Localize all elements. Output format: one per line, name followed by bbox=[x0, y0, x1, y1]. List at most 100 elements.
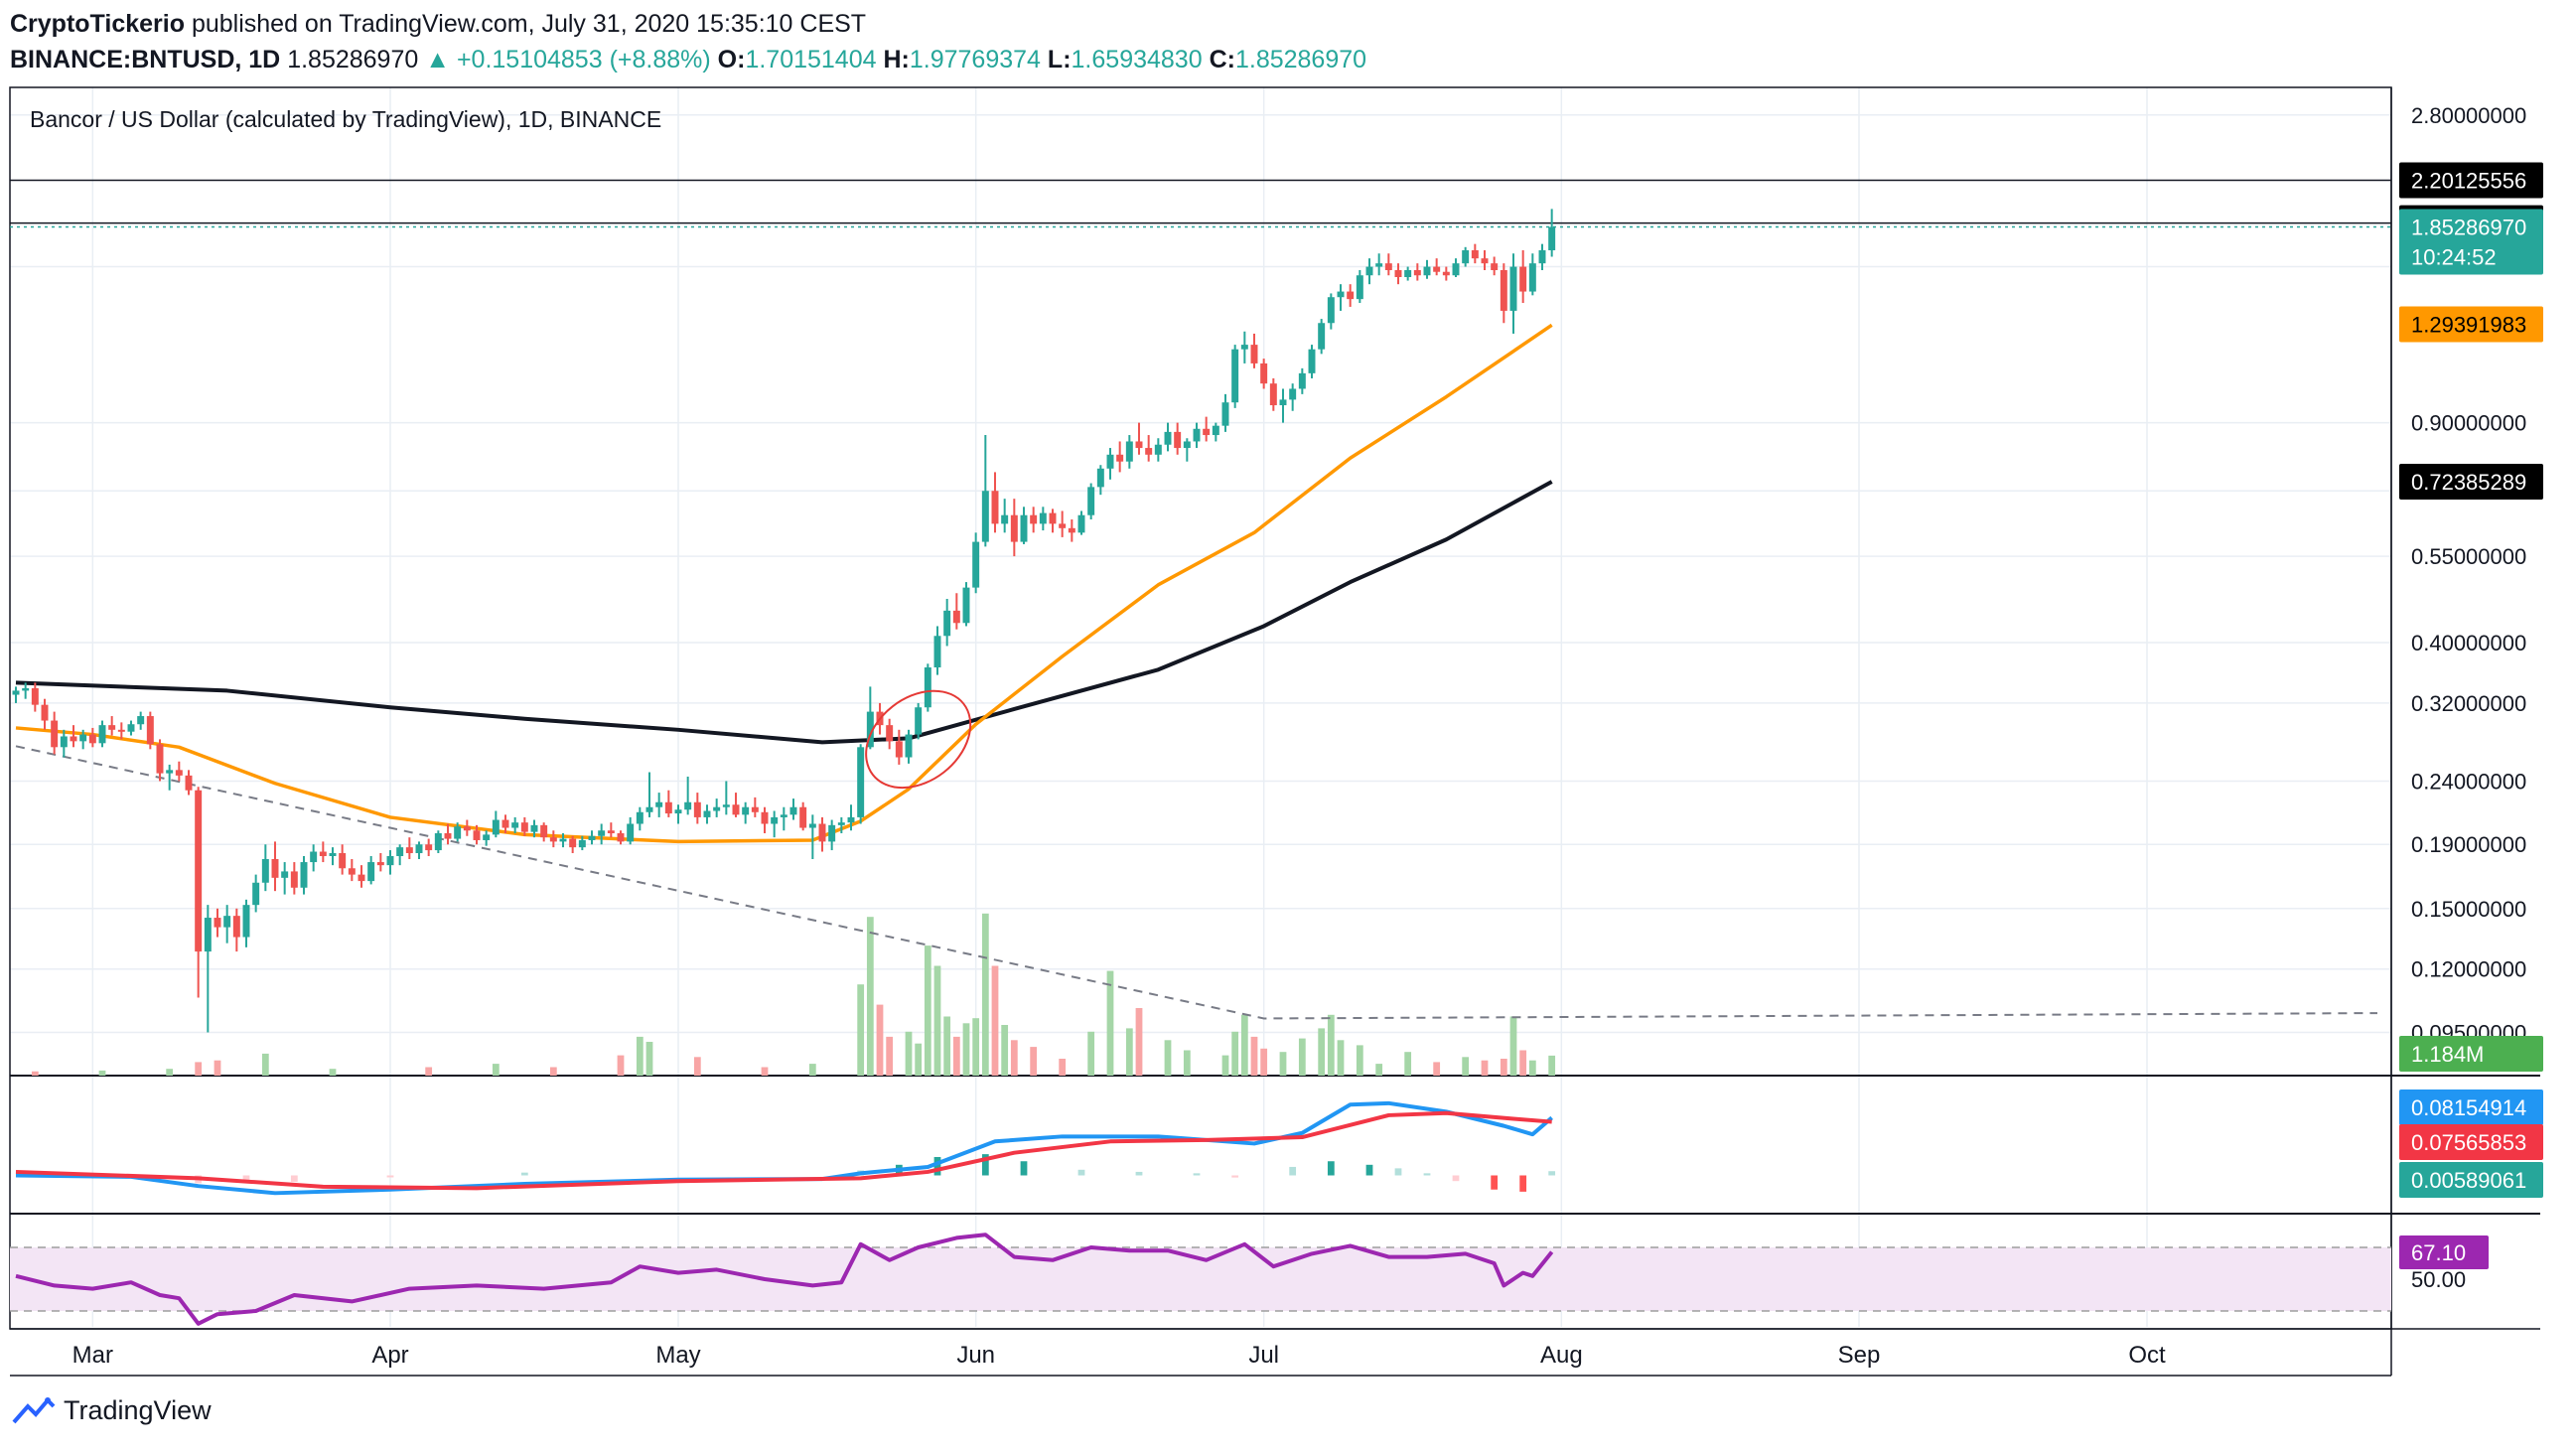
volume-bar bbox=[1404, 1052, 1412, 1076]
candle-body bbox=[1221, 402, 1229, 426]
annotations bbox=[865, 689, 972, 790]
open-value: 1.70151404 bbox=[745, 46, 877, 73]
volume-bar bbox=[98, 1070, 106, 1076]
volume-bar bbox=[924, 945, 931, 1076]
candle-body bbox=[41, 704, 49, 721]
candle-body bbox=[454, 826, 462, 839]
candle-body bbox=[789, 806, 797, 815]
candle-body bbox=[847, 816, 855, 823]
macd-histogram-bar bbox=[1020, 1161, 1028, 1176]
candle-body bbox=[242, 905, 250, 938]
x-tick-label: Jun bbox=[956, 1342, 995, 1369]
high-value: 1.97769374 bbox=[909, 46, 1041, 73]
price-tag-bg bbox=[2399, 306, 2543, 343]
volume-bar bbox=[1001, 1025, 1009, 1076]
candle-body bbox=[1548, 226, 1556, 251]
candle-body bbox=[751, 806, 759, 812]
volume-bar bbox=[195, 1062, 203, 1076]
volume-bar bbox=[636, 1036, 644, 1076]
candle-body bbox=[1347, 291, 1355, 300]
publish-line: CryptoTickerio published on TradingView.… bbox=[10, 6, 1366, 42]
candle-body bbox=[1049, 512, 1057, 524]
candle-body bbox=[559, 838, 567, 842]
volume-bar bbox=[1106, 970, 1114, 1076]
candle-body bbox=[146, 716, 154, 745]
histogram-tag: 0.00589061 bbox=[2399, 1162, 2543, 1198]
tradingview-brand: TradingView bbox=[64, 1395, 212, 1425]
candle-body bbox=[127, 724, 135, 732]
candle-body bbox=[1462, 250, 1470, 264]
low-label: L: bbox=[1047, 46, 1072, 73]
candle-body bbox=[645, 806, 653, 812]
y-tick-label: 0.12000000 bbox=[2411, 957, 2526, 982]
candle-body bbox=[742, 806, 750, 815]
candle-body bbox=[1528, 263, 1536, 292]
price-tag: 1.29391983 bbox=[2399, 306, 2543, 343]
candle-body bbox=[1298, 372, 1306, 389]
tradingview-watermark[interactable]: TradingView bbox=[12, 1395, 212, 1426]
candle-body bbox=[376, 862, 384, 866]
open-label: O: bbox=[717, 46, 746, 73]
candle-body bbox=[79, 734, 87, 742]
candle-body bbox=[271, 859, 279, 878]
candle-body bbox=[358, 874, 365, 882]
volume-bar bbox=[1059, 1059, 1067, 1076]
ohlc-line: BINANCE:BNTUSD, 1D 1.85286970 ▲ +0.15104… bbox=[10, 42, 1366, 77]
publisher-name[interactable]: CryptoTickerio bbox=[10, 10, 185, 38]
price-axis: 2.800000001.600000000.900000000.70000000… bbox=[2399, 103, 2543, 1292]
candle-body bbox=[501, 819, 509, 828]
candle-body bbox=[1384, 263, 1392, 270]
volume-bar bbox=[857, 984, 865, 1076]
candle-body bbox=[1538, 250, 1546, 264]
candle-body bbox=[866, 711, 874, 748]
candle-body bbox=[962, 587, 970, 624]
candle-body bbox=[1145, 448, 1153, 455]
volume-bar bbox=[1183, 1050, 1191, 1076]
candle-body bbox=[204, 918, 212, 952]
candle-body bbox=[905, 734, 913, 758]
candle-body bbox=[991, 491, 999, 524]
candle-body bbox=[22, 687, 30, 691]
volume-bar bbox=[1221, 1055, 1229, 1076]
candle-body bbox=[1318, 323, 1326, 350]
volume-bar bbox=[761, 1067, 769, 1076]
candle-body bbox=[933, 636, 941, 668]
macd-histogram-bar bbox=[1491, 1175, 1499, 1190]
volume-bar bbox=[214, 1060, 221, 1076]
volume-bar bbox=[1010, 1040, 1018, 1076]
x-tick-label: Aug bbox=[1540, 1342, 1583, 1369]
volume-bar bbox=[261, 1053, 269, 1076]
volume-bar bbox=[645, 1042, 653, 1076]
chart-header: CryptoTickerio published on TradingView.… bbox=[10, 6, 1366, 77]
candle-body bbox=[12, 690, 20, 695]
candle-body bbox=[1174, 431, 1182, 449]
macd-histogram-bar bbox=[1365, 1164, 1373, 1176]
candle-body bbox=[1308, 349, 1316, 373]
moving-averages bbox=[15, 323, 1553, 844]
candle-body bbox=[886, 725, 894, 742]
candle-body bbox=[1509, 266, 1517, 311]
y-tick-label: 0.24000000 bbox=[2411, 769, 2526, 794]
candle-body bbox=[1394, 269, 1402, 277]
candle-body bbox=[261, 859, 269, 883]
candle-body bbox=[1433, 266, 1441, 272]
volume-bar bbox=[492, 1064, 500, 1076]
candle-body bbox=[156, 744, 164, 774]
macd-histogram-bar bbox=[1327, 1161, 1335, 1176]
candle-body bbox=[520, 822, 528, 832]
symbol-label: BINANCE:BNTUSD, 1D bbox=[10, 46, 281, 73]
volume-bar bbox=[1164, 1040, 1172, 1076]
candle-body bbox=[367, 862, 375, 882]
volume-tag: 1.184M bbox=[2399, 1036, 2543, 1072]
candle-body bbox=[1203, 428, 1211, 436]
candle-body bbox=[598, 830, 606, 836]
macd-histogram-bar bbox=[981, 1154, 989, 1176]
x-tick-label: Sep bbox=[1838, 1342, 1881, 1369]
high-label: H: bbox=[883, 46, 910, 73]
macd-histogram-bar bbox=[1135, 1171, 1143, 1176]
candle-body bbox=[415, 844, 423, 854]
macd-line bbox=[15, 1100, 1553, 1196]
candle-body bbox=[511, 822, 519, 828]
candle-body bbox=[540, 824, 548, 838]
